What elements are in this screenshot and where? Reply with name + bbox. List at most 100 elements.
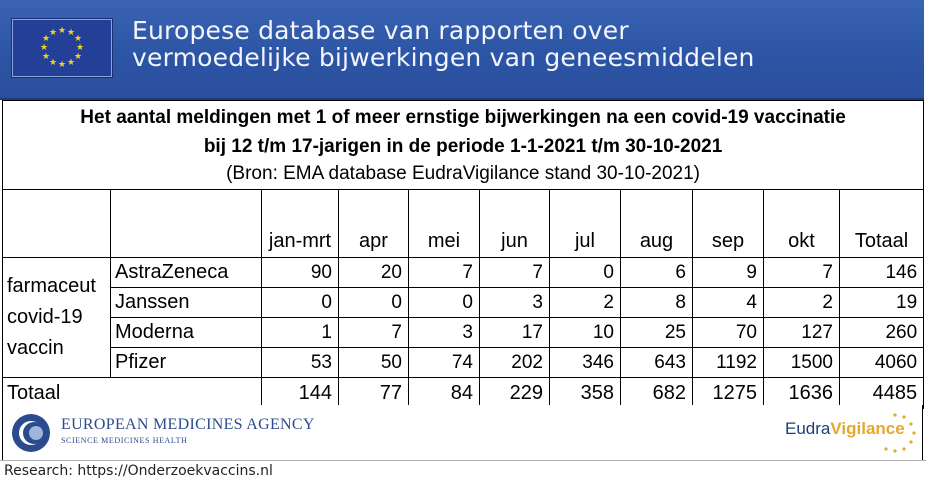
table-row: Moderna 1 7 3 17 10 25 70 127 260: [3, 317, 925, 348]
row-group-label: farmaceut covid-19 vaccin: [2, 257, 111, 378]
cell-value: 74: [408, 347, 480, 378]
banner-title-line1: Europese database van rapporten over: [132, 16, 629, 45]
svg-text:★: ★: [58, 60, 66, 70]
cell-value: 2: [763, 287, 840, 318]
cell-value: 70: [692, 317, 764, 348]
group-label-line: covid-19: [7, 306, 83, 328]
cell-value: 3: [479, 287, 550, 318]
total-value: 358: [549, 377, 621, 409]
table-source: (Bron: EMA database EudraVigilance stand…: [226, 163, 701, 184]
report-table: Het aantal meldingen met 1 of meer ernst…: [1, 100, 925, 409]
column-header: Totaal: [838, 189, 925, 258]
logo-strip: EUROPEAN MEDICINES AGENCY SCIENCE MEDICI…: [2, 405, 923, 461]
header-empty-cell: [110, 189, 262, 258]
cell-value: 7: [763, 257, 840, 288]
cell-value: 6: [620, 257, 693, 288]
column-header: jun: [479, 189, 550, 258]
cell-value: 10: [549, 317, 621, 348]
group-label-line: vaccin: [7, 337, 64, 359]
table-title: Het aantal meldingen met 1 of meer ernst…: [1, 100, 925, 190]
cell-value: 3: [408, 317, 480, 348]
cell-value: 25: [620, 317, 693, 348]
column-header: apr: [338, 189, 409, 258]
column-header: okt: [763, 189, 840, 258]
total-value: 682: [620, 377, 693, 409]
table-title-line1: Het aantal meldingen met 1 of meer ernst…: [80, 107, 846, 128]
eudra-suffix: Vigilance: [830, 419, 905, 438]
table-title-line2: bij 12 t/m 17-jarigen in de periode 1-1-…: [203, 136, 723, 157]
cell-value: 127: [763, 317, 840, 348]
cell-value: 50: [338, 347, 409, 378]
vaccine-name: AstraZeneca: [110, 257, 262, 288]
column-header: mei: [408, 189, 480, 258]
cell-value: 90: [261, 257, 339, 288]
cell-value: 346: [549, 347, 621, 378]
report-table-container: Het aantal meldingen met 1 of meer ernst…: [1, 100, 925, 409]
star-ring-icon: [884, 413, 916, 453]
column-header: jul: [549, 189, 621, 258]
svg-text:★: ★: [67, 28, 75, 38]
cell-value: 0: [261, 287, 339, 318]
cell-value: 0: [549, 257, 621, 288]
cell-value: 1192: [692, 347, 764, 378]
svg-text:★: ★: [76, 43, 84, 53]
banner-title-line2: vermoedelijke bijwerkingen van geneesmid…: [132, 43, 755, 72]
cell-value: 17: [479, 317, 550, 348]
eu-flag-icon: ★ ★ ★ ★ ★ ★ ★ ★ ★ ★ ★ ★: [12, 19, 112, 77]
svg-text:★: ★: [74, 52, 82, 62]
svg-text:★: ★: [58, 26, 66, 36]
cell-value: 202: [479, 347, 550, 378]
total-value: 1636: [763, 377, 840, 409]
footer-divider: [0, 460, 926, 461]
footer-text: Research: https://Onderzoekvaccins.nl: [4, 463, 273, 479]
svg-text:★: ★: [49, 58, 57, 68]
eudra-prefix: Eudra: [785, 419, 831, 438]
table-row: farmaceut covid-19 vaccin AstraZeneca 90…: [2, 257, 925, 378]
total-value: 144: [261, 377, 339, 409]
vaccine-name: Pfizer: [110, 347, 262, 378]
cell-value: 2: [549, 287, 621, 318]
row-total: 19: [838, 287, 925, 318]
ema-tagline: SCIENCE MEDICINES HEALTH: [61, 436, 188, 445]
group-label-line: farmaceut: [7, 275, 96, 297]
table-row: Janssen 0 0 0 3 2 8 4 2 19: [3, 287, 925, 318]
row-total: 4060: [838, 347, 925, 378]
cell-value: 53: [261, 347, 339, 378]
svg-text:★: ★: [49, 28, 57, 38]
svg-text:★: ★: [42, 34, 50, 44]
column-header: aug: [620, 189, 693, 258]
total-value: 84: [408, 377, 480, 409]
svg-text:★: ★: [74, 34, 82, 44]
svg-text:★: ★: [40, 43, 48, 53]
svg-text:★: ★: [42, 52, 50, 62]
cell-value: 7: [408, 257, 480, 288]
svg-text:★: ★: [67, 58, 75, 68]
cell-value: 7: [338, 317, 409, 348]
column-header: jan-mrt: [261, 189, 339, 258]
cell-value: 643: [620, 347, 693, 378]
vaccine-name: Moderna: [110, 317, 262, 348]
row-total: 146: [838, 257, 925, 288]
cell-value: 20: [338, 257, 409, 288]
table-row: Pfizer 53 50 74 202 346 643 1192 1500 40…: [3, 347, 925, 378]
cell-value: 1: [261, 317, 339, 348]
ema-name: EUROPEAN MEDICINES AGENCY: [61, 416, 315, 433]
cell-value: 9: [692, 257, 764, 288]
eudravigilance-logo: EudraVigilance: [785, 419, 905, 439]
totals-label: Totaal: [2, 377, 262, 409]
totals-row: Totaal 144 77 84 229 358 682 1275 1636 4…: [2, 377, 925, 409]
total-value: 1275: [692, 377, 764, 409]
total-value: 77: [338, 377, 409, 409]
row-total: 260: [838, 317, 925, 348]
cell-value: 0: [338, 287, 409, 318]
table-header-row: jan-mrt apr mei jun jul aug sep okt Tota…: [2, 189, 925, 258]
cell-value: 4: [692, 287, 764, 318]
ema-logo-icon: [12, 414, 50, 452]
vaccine-name: Janssen: [110, 287, 262, 318]
cell-value: 1500: [763, 347, 840, 378]
cell-value: 7: [479, 257, 550, 288]
cell-value: 8: [620, 287, 693, 318]
header-empty-cell: [2, 189, 111, 258]
header-banner: ★ ★ ★ ★ ★ ★ ★ ★ ★ ★ ★ ★ Europese databas…: [0, 0, 924, 100]
total-value: 229: [479, 377, 550, 409]
